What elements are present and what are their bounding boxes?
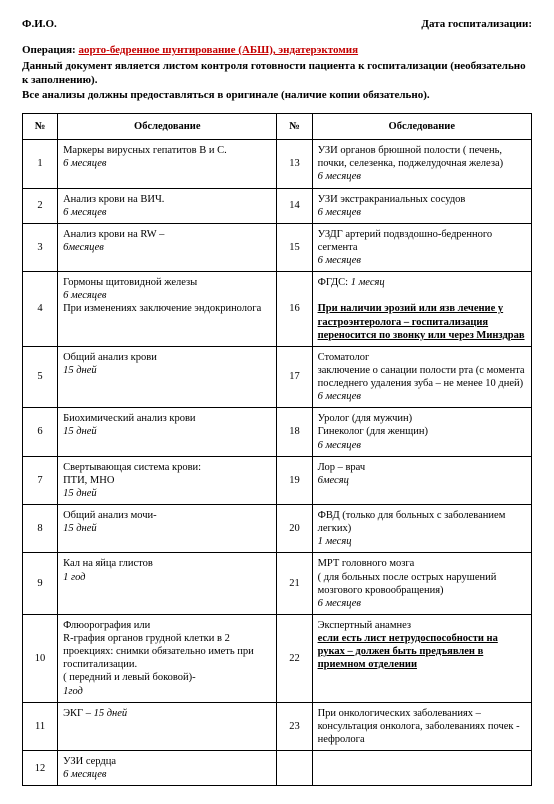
row-desc-left: Общий анализ мочи-15 дней: [58, 505, 277, 553]
row-num-right: 13: [277, 140, 312, 188]
col-exam-1: Обследование: [58, 114, 277, 140]
intro-line-1: Данный документ является листом контроля…: [22, 60, 532, 88]
row-desc-left: Анализ крови на ВИЧ.6 месяцев: [58, 188, 277, 223]
row-desc-left: Свертывающая система крови:ПТИ, МНО15 дн…: [58, 456, 277, 504]
row-desc-right: [312, 751, 531, 786]
row-desc-right: ФВД (только для больных с заболеванием л…: [312, 505, 531, 553]
table-row: 5Общий анализ крови15 дней17Стоматологза…: [23, 346, 532, 408]
row-desc-left: Общий анализ крови15 дней: [58, 346, 277, 408]
row-desc-right: Уролог (для мужчин)Гинеколог (для женщин…: [312, 408, 531, 456]
row-desc-left: УЗИ сердца6 месяцев: [58, 751, 277, 786]
hosp-date-label: Дата госпитализации:: [421, 18, 532, 30]
table-row: 4Гормоны щитовидной железы6 месяцевПри и…: [23, 272, 532, 347]
row-num-left: 5: [23, 346, 58, 408]
row-desc-right: Стоматологзаключение о санации полости р…: [312, 346, 531, 408]
row-desc-left: Биохимический анализ крови15 дней: [58, 408, 277, 456]
row-desc-right: При онкологических заболеваниях – консул…: [312, 702, 531, 750]
row-desc-left: Флюорография илиR-графия органов грудной…: [58, 614, 277, 702]
row-num-right: 23: [277, 702, 312, 750]
col-num-1: №: [23, 114, 58, 140]
row-num-left: 3: [23, 223, 58, 271]
row-num-left: 6: [23, 408, 58, 456]
table-row: 11ЭКГ – 15 дней23При онкологических забо…: [23, 702, 532, 750]
row-num-right: 15: [277, 223, 312, 271]
header-line: Ф.И.О. Дата госпитализации:: [22, 18, 532, 30]
table-row: 8Общий анализ мочи-15 дней20ФВД (только …: [23, 505, 532, 553]
row-desc-left: ЭКГ – 15 дней: [58, 702, 277, 750]
row-num-right: [277, 751, 312, 786]
intro-line-2: Все анализы должны предоставляться в ори…: [22, 89, 532, 103]
operation-value: аорто-бедренное шунтирование (АБШ), энда…: [78, 44, 358, 56]
row-desc-right: МРТ головного мозга( для больных после о…: [312, 553, 531, 615]
row-desc-left: Кал на яйца глистов1 год: [58, 553, 277, 615]
examinations-table: № Обследование № Обследование 1Маркеры в…: [22, 113, 532, 786]
row-num-right: 14: [277, 188, 312, 223]
row-desc-right: УЗДГ артерий подвздошно-бедренного сегме…: [312, 223, 531, 271]
row-num-left: 9: [23, 553, 58, 615]
row-num-left: 11: [23, 702, 58, 750]
row-num-left: 8: [23, 505, 58, 553]
fio-label: Ф.И.О.: [22, 18, 57, 30]
row-desc-right: УЗИ экстракраниальных сосудов6 месяцев: [312, 188, 531, 223]
row-desc-right: ФГДС: 1 месяцПри наличии эрозий или язв …: [312, 272, 531, 347]
table-row: 3Анализ крови на RW –6месяцев15УЗДГ арте…: [23, 223, 532, 271]
table-header-row: № Обследование № Обследование: [23, 114, 532, 140]
row-num-left: 4: [23, 272, 58, 347]
table-row: 2Анализ крови на ВИЧ.6 месяцев14УЗИ экст…: [23, 188, 532, 223]
row-num-left: 1: [23, 140, 58, 188]
row-num-left: 12: [23, 751, 58, 786]
table-row: 10Флюорография илиR-графия органов грудн…: [23, 614, 532, 702]
col-exam-2: Обследование: [312, 114, 531, 140]
row-num-right: 22: [277, 614, 312, 702]
row-desc-right: Лор – врач6месяц: [312, 456, 531, 504]
row-desc-left: Маркеры вирусных гепатитов В и С.6 месяц…: [58, 140, 277, 188]
row-num-left: 7: [23, 456, 58, 504]
table-row: 12УЗИ сердца6 месяцев: [23, 751, 532, 786]
operation-label: Операция:: [22, 44, 76, 56]
table-row: 9Кал на яйца глистов1 год21МРТ головного…: [23, 553, 532, 615]
row-num-right: 20: [277, 505, 312, 553]
row-num-right: 16: [277, 272, 312, 347]
intro-block: Операция: аорто-бедренное шунтирование (…: [22, 44, 532, 103]
row-desc-left: Анализ крови на RW –6месяцев: [58, 223, 277, 271]
row-num-right: 18: [277, 408, 312, 456]
row-num-right: 19: [277, 456, 312, 504]
row-desc-right: Экспертный анамнезесли есть лист нетрудо…: [312, 614, 531, 702]
table-row: 1Маркеры вирусных гепатитов В и С.6 меся…: [23, 140, 532, 188]
row-num-right: 21: [277, 553, 312, 615]
row-desc-right: УЗИ органов брюшной полости ( печень, по…: [312, 140, 531, 188]
table-row: 7Свертывающая система крови:ПТИ, МНО15 д…: [23, 456, 532, 504]
col-num-2: №: [277, 114, 312, 140]
row-num-right: 17: [277, 346, 312, 408]
row-num-left: 10: [23, 614, 58, 702]
table-row: 6Биохимический анализ крови15 дней18Урол…: [23, 408, 532, 456]
row-desc-left: Гормоны щитовидной железы6 месяцевПри из…: [58, 272, 277, 347]
row-num-left: 2: [23, 188, 58, 223]
